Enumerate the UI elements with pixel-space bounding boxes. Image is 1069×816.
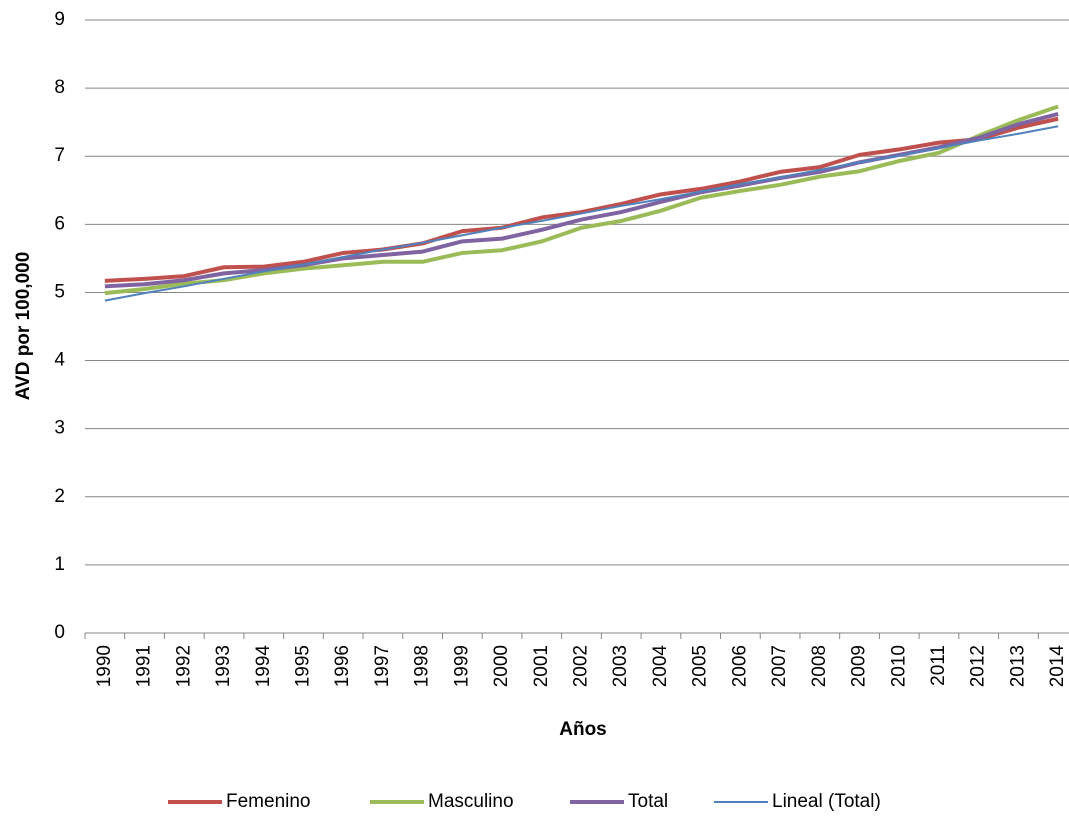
x-axis-title: Años (559, 719, 607, 740)
x-tick-label: 2011 (928, 645, 949, 686)
legend-label: Lineal (Total) (772, 791, 881, 812)
y-tick-label: 9 (54, 9, 65, 30)
y-tick-label: 3 (54, 418, 65, 439)
x-tick-label: 1995 (292, 645, 313, 687)
y-tick-label: 5 (54, 281, 65, 302)
y-tick-label: 4 (54, 350, 65, 371)
x-tick-label: 2002 (571, 645, 592, 687)
x-tick-label: 1990 (94, 645, 115, 687)
series-line (104, 112, 1059, 289)
x-tick-label: 1994 (253, 645, 274, 688)
y-tick-label: 8 (54, 77, 65, 98)
series-line (104, 104, 1059, 296)
x-tick-label: 2001 (531, 645, 552, 687)
x-tick-label: 2005 (690, 645, 711, 687)
series-line (104, 116, 1059, 283)
y-axis-title: AVD por 100,000 (13, 252, 34, 401)
x-tick-label: 1993 (213, 645, 234, 687)
x-tick-label: 1998 (412, 645, 433, 687)
x-tick-label: 2006 (729, 645, 750, 687)
x-tick-label: 2010 (888, 645, 909, 687)
y-tick-label: 1 (54, 554, 65, 575)
legend-label: Femenino (226, 791, 311, 812)
y-tick-label: 6 (54, 213, 65, 234)
x-tick-label: 2007 (769, 645, 790, 687)
x-tick-label: 2000 (491, 645, 512, 687)
x-tick-label: 2009 (849, 645, 870, 687)
y-tick-label: 2 (54, 486, 65, 507)
x-tick-label: 2008 (809, 645, 830, 687)
legend-label: Total (628, 791, 668, 812)
x-tick-label: 2003 (610, 645, 631, 687)
x-tick-label: 2013 (1007, 645, 1028, 687)
x-tick-label: 1991 (134, 645, 155, 687)
y-tick-label: 0 (54, 622, 65, 643)
x-tick-label: 2014 (1047, 645, 1068, 688)
series-line (104, 125, 1059, 302)
x-tick-label: 1997 (372, 645, 393, 687)
x-tick-label: 1999 (451, 645, 472, 687)
x-tick-label: 1992 (173, 645, 194, 687)
x-tick-label: 2004 (650, 645, 671, 688)
y-tick-label: 7 (54, 145, 65, 166)
x-tick-label: 2012 (968, 645, 989, 687)
legend-label: Masculino (428, 791, 514, 812)
x-tick-label: 1996 (332, 645, 353, 687)
